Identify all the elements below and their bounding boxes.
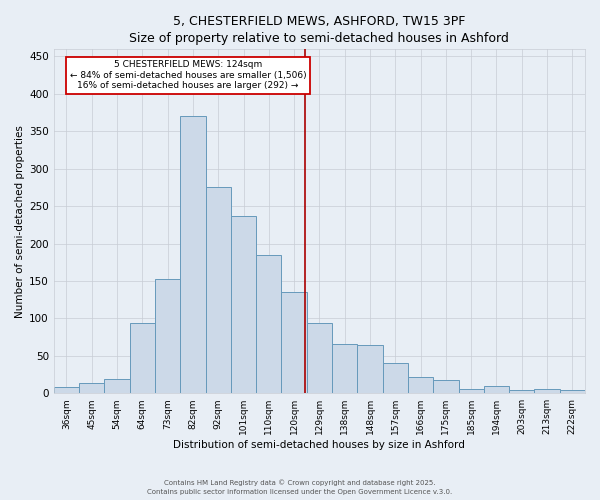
Bar bbox=[155, 278, 180, 393]
Bar bbox=[408, 376, 433, 393]
Bar bbox=[358, 344, 383, 393]
Bar bbox=[130, 323, 155, 393]
Text: 5 CHESTERFIELD MEWS: 124sqm
← 84% of semi-detached houses are smaller (1,506)
16: 5 CHESTERFIELD MEWS: 124sqm ← 84% of sem… bbox=[70, 60, 306, 90]
Title: 5, CHESTERFIELD MEWS, ASHFORD, TW15 3PF
Size of property relative to semi-detach: 5, CHESTERFIELD MEWS, ASHFORD, TW15 3PF … bbox=[130, 15, 509, 45]
Bar bbox=[560, 390, 585, 393]
Text: Contains HM Land Registry data © Crown copyright and database right 2025.
Contai: Contains HM Land Registry data © Crown c… bbox=[148, 480, 452, 495]
Bar bbox=[104, 379, 130, 393]
X-axis label: Distribution of semi-detached houses by size in Ashford: Distribution of semi-detached houses by … bbox=[173, 440, 466, 450]
Bar bbox=[180, 116, 206, 393]
Bar bbox=[535, 390, 560, 393]
Y-axis label: Number of semi-detached properties: Number of semi-detached properties bbox=[15, 124, 25, 318]
Bar bbox=[79, 382, 104, 393]
Bar bbox=[433, 380, 458, 393]
Bar bbox=[383, 364, 408, 393]
Bar bbox=[281, 292, 307, 393]
Bar bbox=[231, 216, 256, 393]
Bar bbox=[484, 386, 509, 393]
Bar bbox=[509, 390, 535, 393]
Bar bbox=[307, 323, 332, 393]
Bar bbox=[256, 255, 281, 393]
Bar bbox=[458, 390, 484, 393]
Bar bbox=[54, 387, 79, 393]
Bar bbox=[206, 188, 231, 393]
Bar bbox=[332, 344, 358, 393]
